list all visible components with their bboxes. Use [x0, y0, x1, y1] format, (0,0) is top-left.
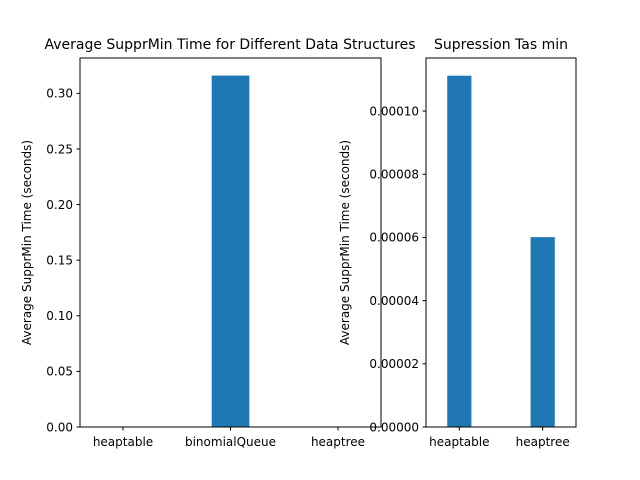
right-y-tick-label: 0.00000: [369, 420, 419, 434]
chart-right: 0.00000 0.00002 0.00004 0.00006 0.00008 0.000…: [338, 37, 577, 449]
right-bar-heaptable: [447, 75, 472, 427]
left-y-tick-label: 0.05: [46, 365, 73, 379]
left-x-ticks: heaptable binomialQueue heaptree: [93, 427, 365, 449]
right-bar-heaptree: [530, 237, 555, 427]
left-y-tick-label: 0.25: [46, 142, 73, 156]
right-x-ticks: heaptable heaptree: [429, 427, 570, 449]
right-y-tick-label: 0.00002: [369, 357, 419, 371]
left-bar-binomialQueue: [211, 75, 250, 427]
left-y-tick-label: 0.10: [46, 309, 73, 323]
right-y-tick-label: 0.00010: [369, 104, 419, 118]
right-y-tick-label: 0.00006: [369, 231, 419, 245]
left-y-ticks: 0.00 0.05 0.10 0.15 0.20 0.25 0.30: [46, 87, 80, 434]
right-plot-frame: [425, 57, 577, 428]
chart-left: 0.00 0.05 0.10 0.15 0.20 0.25 0.30 heaptable bi…: [20, 37, 416, 449]
left-x-tick-label: heaptree: [311, 435, 365, 449]
right-chart-title: Supression Tas min: [434, 37, 568, 53]
right-bars: [447, 75, 555, 427]
left-x-tick-label: heaptable: [93, 435, 153, 449]
left-y-tick-label: 0.00: [46, 420, 73, 434]
left-y-axis-label: Average SupprMin Time (seconds): [20, 140, 34, 345]
left-bars: [211, 75, 250, 427]
left-y-tick-label: 0.30: [46, 87, 73, 101]
left-plot-frame: [79, 57, 382, 428]
left-y-tick-label: 0.15: [46, 253, 73, 267]
right-y-tick-label: 0.00008: [369, 168, 419, 182]
right-x-tick-label: heaptable: [429, 435, 489, 449]
left-y-tick-label: 0.20: [46, 198, 73, 212]
right-y-tick-label: 0.00004: [369, 294, 419, 308]
left-x-tick-label: binomialQueue: [185, 435, 276, 449]
right-y-ticks: 0.00000 0.00002 0.00004 0.00006 0.00008 0.000…: [369, 104, 426, 434]
right-x-tick-label: heaptree: [516, 435, 570, 449]
left-chart-title: Average SupprMin Time for Different Data…: [44, 37, 415, 53]
right-y-axis-label: Average SupprMin Time (seconds): [338, 140, 352, 345]
